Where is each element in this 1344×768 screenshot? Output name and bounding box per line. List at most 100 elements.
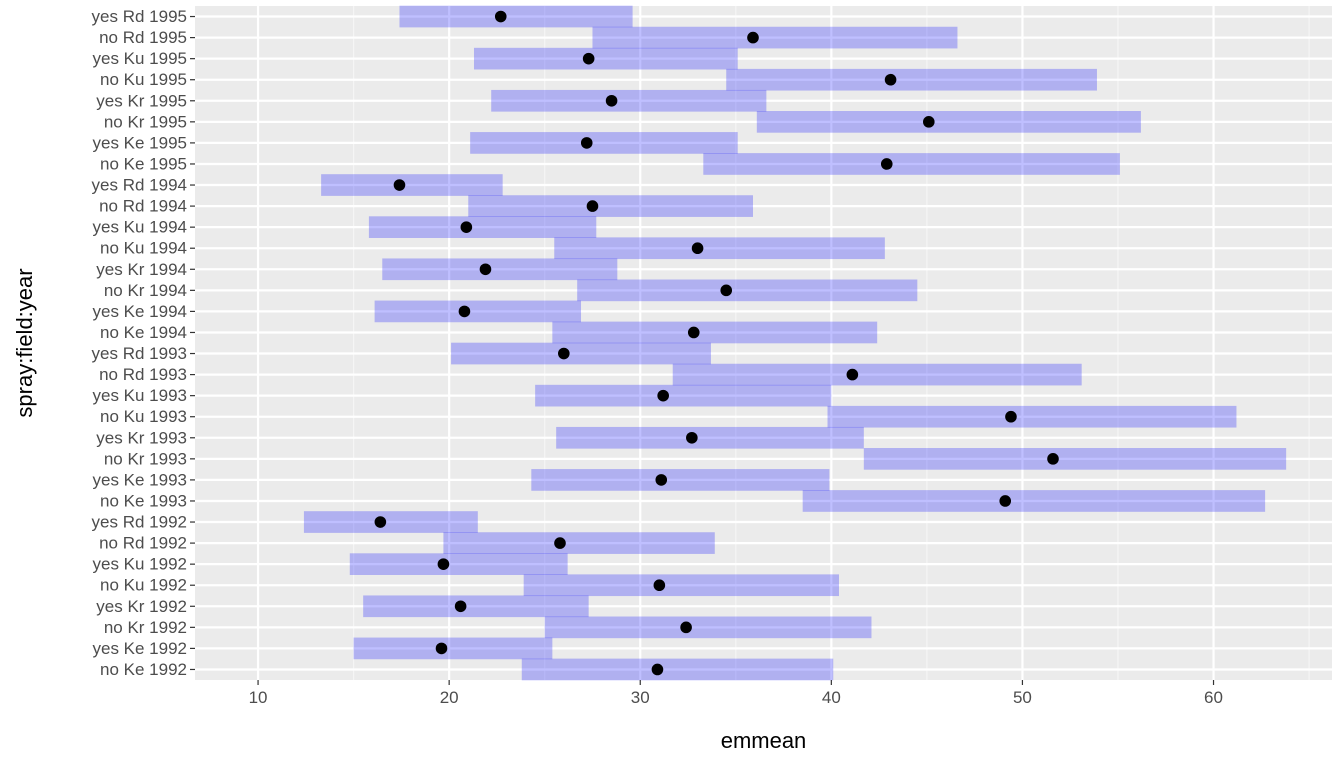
- emmean-point: [437, 558, 450, 570]
- y-tick-label: yes Kr 1992: [96, 597, 187, 616]
- interval-bar: [802, 490, 1266, 512]
- interval-bar: [544, 616, 872, 639]
- y-tick-label: yes Rd 1994: [92, 176, 187, 195]
- y-tick-label: no Rd 1993: [99, 365, 187, 384]
- emmean-point: [691, 242, 704, 255]
- x-tick-label: 30: [631, 688, 650, 707]
- emmean-point: [1047, 453, 1059, 465]
- interval-bar: [863, 447, 1287, 470]
- y-tick-label: yes Ke 1993: [92, 470, 187, 489]
- y-tick-label: no Ku 1994: [100, 239, 187, 258]
- emmean-point: [686, 431, 698, 444]
- interval-bar: [672, 363, 1082, 386]
- x-axis-title: emmean: [721, 728, 807, 753]
- emmean-point: [651, 663, 664, 676]
- interval-bar: [703, 153, 1120, 175]
- emmean-point: [586, 200, 599, 212]
- emmean-point: [747, 31, 759, 44]
- y-axis-title: spray:field:year: [12, 268, 37, 417]
- y-tick-label: yes Rd 1993: [92, 344, 187, 363]
- emmean-point: [460, 221, 473, 233]
- interval-bar: [577, 279, 918, 302]
- interval-bar: [473, 47, 738, 70]
- interval-bar: [470, 132, 738, 154]
- confidence-intervals: [303, 5, 1287, 681]
- y-tick-label: no Kr 1993: [104, 449, 187, 468]
- x-tick-label: 40: [822, 688, 841, 707]
- y-tick-label: yes Kr 1994: [96, 260, 187, 279]
- emmean-point: [554, 537, 566, 549]
- emmean-point: [580, 137, 593, 149]
- y-tick-label: yes Kr 1993: [96, 428, 187, 447]
- emmean-point: [1005, 410, 1017, 423]
- emmean-point: [687, 326, 700, 339]
- interval-bar: [827, 405, 1237, 428]
- interval-bar: [303, 511, 478, 533]
- y-tick-label: yes Ke 1995: [92, 133, 187, 152]
- plot-panel: [195, 6, 1332, 680]
- y-tick-label: yes Ke 1992: [92, 639, 187, 658]
- interval-bar: [491, 89, 767, 112]
- interval-bar: [443, 532, 715, 554]
- y-tick-label: yes Rd 1995: [92, 7, 187, 26]
- emmean-point: [605, 94, 618, 107]
- y-tick-label: no Kr 1995: [104, 112, 187, 131]
- y-tick-label: no Rd 1994: [99, 197, 187, 216]
- interval-bar: [368, 216, 597, 239]
- emmean-point: [655, 474, 668, 486]
- y-axis: no Ke 1992 yes Ke 1992 no Kr 1992 yes Kr 19…: [92, 7, 195, 679]
- interval-bar: [382, 258, 618, 281]
- interval-bar: [756, 110, 1141, 133]
- x-axis: 10 20 30 40 50 60: [249, 680, 1223, 707]
- interval-bar: [531, 469, 830, 491]
- interval-bar: [552, 321, 878, 344]
- emmean-point: [880, 158, 893, 170]
- interval-bar: [321, 174, 503, 196]
- major-gridlines-y: [195, 15, 1332, 671]
- x-tick-label: 20: [440, 688, 459, 707]
- emmean-point: [653, 579, 666, 592]
- emmean-point: [393, 179, 406, 191]
- y-tick-label: no Kr 1992: [104, 618, 187, 637]
- y-tick-label: yes Ku 1992: [92, 555, 187, 574]
- emmean-point: [558, 347, 570, 360]
- y-tick-label: no Ke 1994: [100, 323, 187, 342]
- emmean-point: [582, 52, 595, 65]
- interval-bar: [363, 595, 589, 618]
- interval-bar: [592, 26, 958, 49]
- y-tick-label: yes Ku 1993: [92, 386, 187, 405]
- emmean-point: [494, 10, 507, 23]
- emmean-point: [680, 621, 692, 634]
- emmean-point: [479, 263, 492, 276]
- y-tick-label: no Ke 1995: [100, 154, 187, 173]
- major-gridlines-x: [256, 6, 1215, 680]
- y-tick-label: yes Ku 1995: [92, 49, 187, 68]
- interval-bar: [556, 426, 864, 449]
- x-tick-label: 50: [1013, 688, 1032, 707]
- y-tick-label: yes Ku 1994: [92, 218, 187, 237]
- interval-bar: [535, 384, 832, 407]
- interval-bar: [726, 68, 1097, 91]
- y-tick-label: no Rd 1995: [99, 28, 187, 47]
- y-tick-label: no Ku 1995: [100, 70, 187, 89]
- emmean-point: [454, 600, 467, 613]
- interval-bar: [523, 574, 839, 597]
- emmean-point: [720, 284, 733, 297]
- y-tick-label: yes Rd 1992: [92, 513, 187, 532]
- emmean-point: [657, 389, 669, 402]
- emmean-point: [374, 516, 387, 528]
- interval-bar: [349, 553, 568, 576]
- y-tick-label: no Ke 1993: [100, 491, 187, 510]
- x-tick-label: 10: [249, 688, 268, 707]
- y-tick-label: yes Kr 1995: [96, 91, 187, 110]
- x-tick-label: 60: [1204, 688, 1223, 707]
- interval-bar: [468, 195, 753, 217]
- emmean-point: [458, 305, 471, 318]
- interval-bar: [451, 342, 711, 365]
- emmean-point: [922, 116, 935, 128]
- emmean-point: [999, 495, 1012, 507]
- interval-bar: [353, 637, 553, 660]
- emmean-point: [846, 368, 859, 381]
- y-tick-label: no Rd 1992: [99, 534, 187, 553]
